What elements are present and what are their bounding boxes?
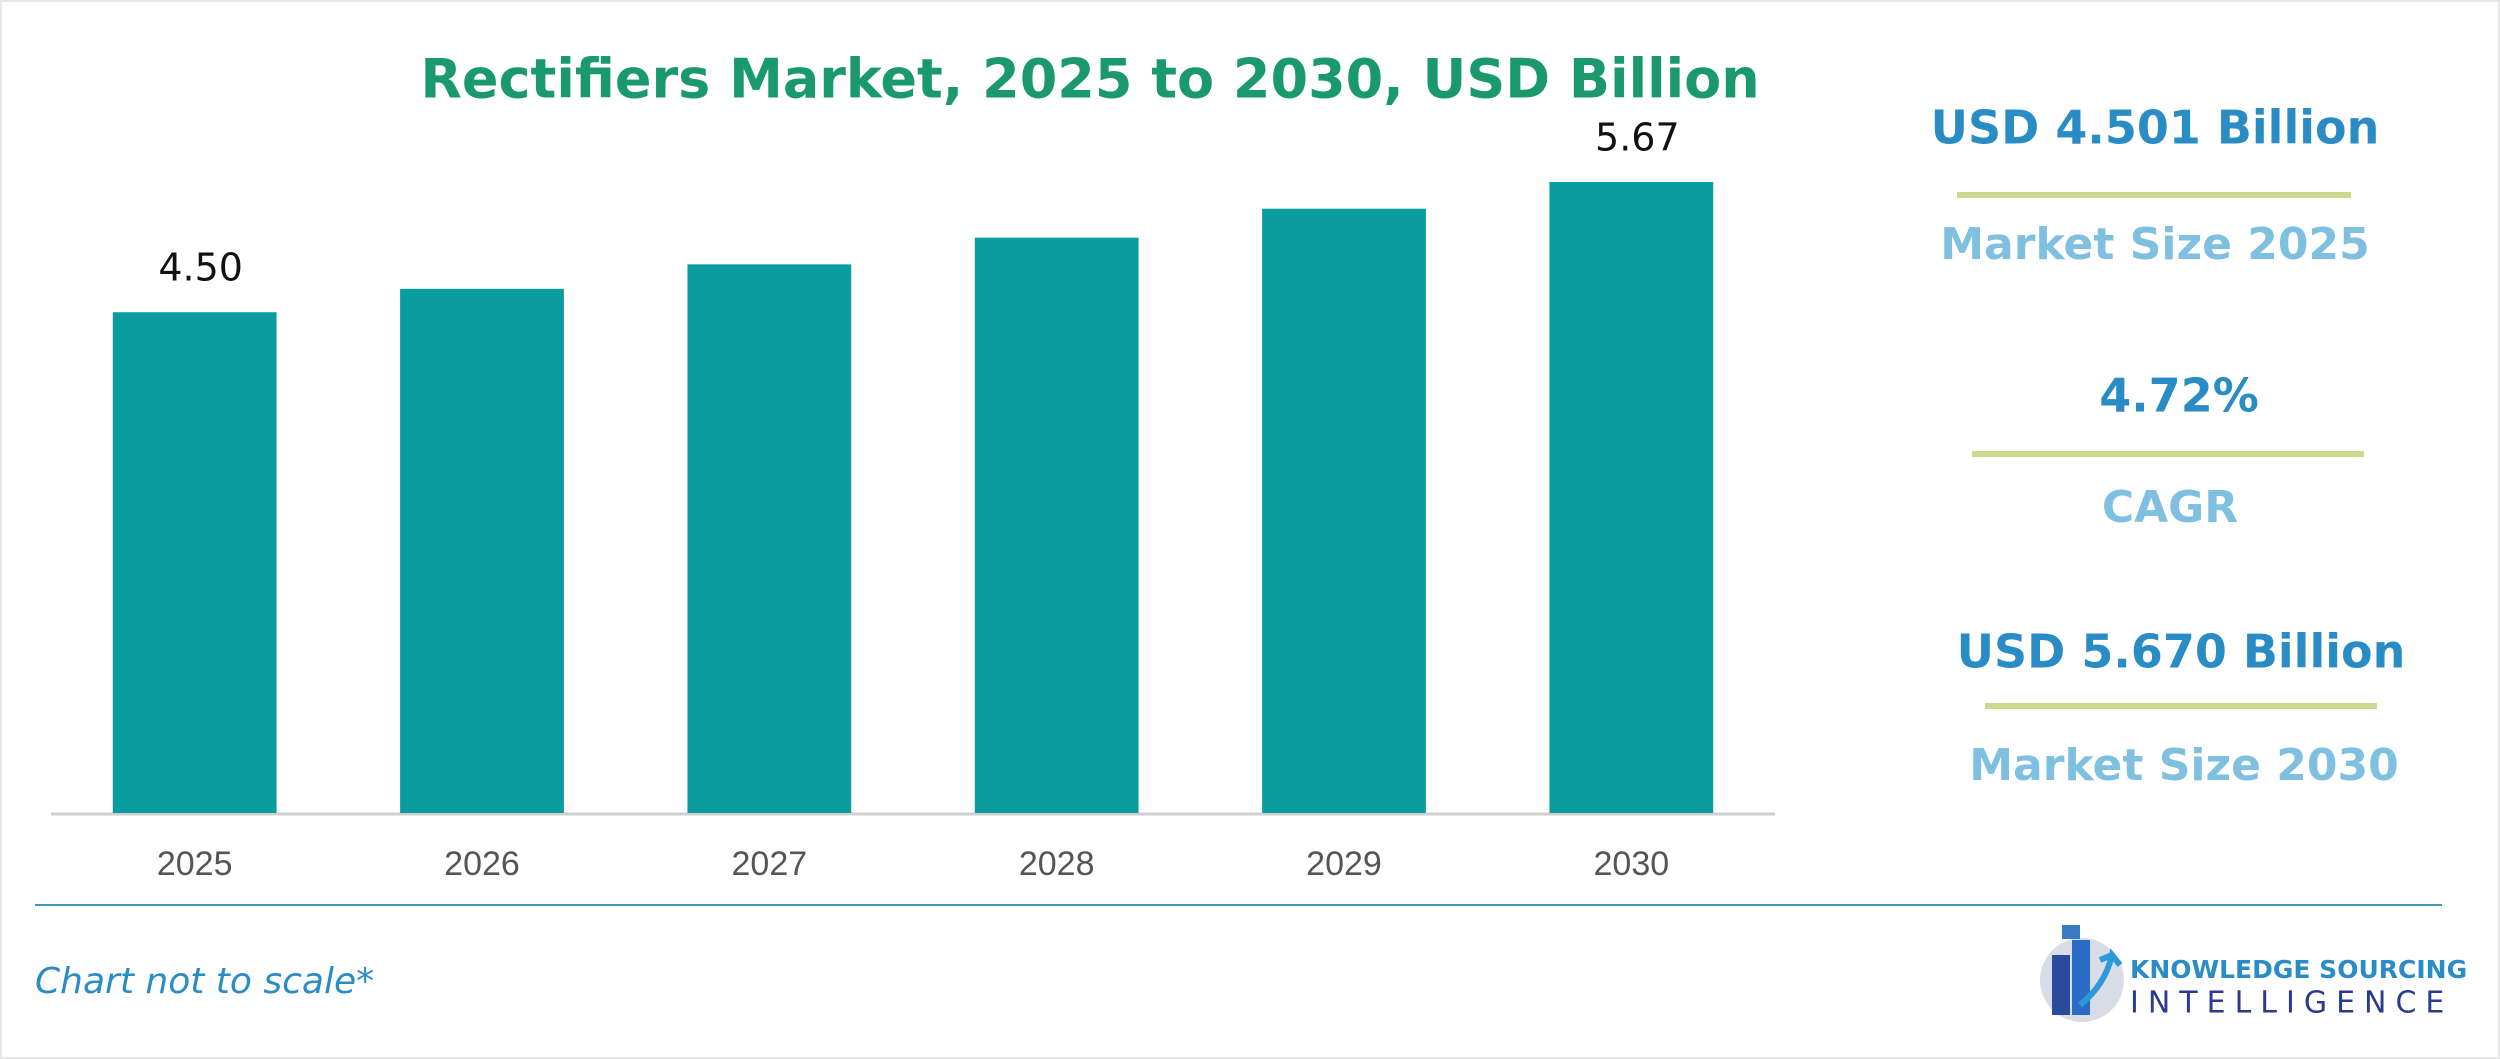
x-tick-label: 2026 [444, 845, 520, 883]
stat-value: USD 5.670 Billion [1957, 625, 2406, 679]
bar [1549, 182, 1714, 813]
x-tick-label: 2028 [1019, 845, 1095, 883]
stats-panel: USD 4.501 Billion Market Size 2025 4.72%… [1931, 101, 2406, 792]
x-tick-label: 2029 [1306, 845, 1382, 883]
stat-label: Market Size 2025 [1940, 219, 2369, 270]
value-label: 5.67 [1595, 116, 1680, 160]
value-label: 4.50 [158, 246, 243, 290]
stat-label: Market Size 2030 [1969, 740, 2398, 791]
bar [112, 312, 277, 813]
x-tick-label: 2025 [157, 845, 233, 883]
bar [400, 288, 564, 814]
stat-label: CAGR [2102, 482, 2238, 533]
logo-block [2062, 925, 2080, 939]
bar [974, 237, 1139, 813]
logo-arrow [2078, 948, 2123, 1008]
bar [687, 264, 852, 813]
chart-title: Rectifiers Market, 2025 to 2030, USD Bil… [420, 48, 1759, 111]
bar [1262, 208, 1426, 814]
logo: KNOWLEDGE SOURCING INTELLIGENCE [2040, 925, 2467, 1022]
x-tick-label: 2027 [732, 845, 808, 883]
footer-note: Chart not to scale* [35, 961, 374, 1002]
logo-text: INTELLIGENCE [2130, 986, 2453, 1021]
logo-block [2052, 955, 2070, 1015]
logo-text: KNOWLEDGE SOURCING [2130, 955, 2467, 984]
x-tick-label: 2030 [1594, 845, 1670, 883]
stat-value: USD 4.501 Billion [1931, 101, 2380, 155]
stat-value: 4.72% [2099, 369, 2259, 423]
